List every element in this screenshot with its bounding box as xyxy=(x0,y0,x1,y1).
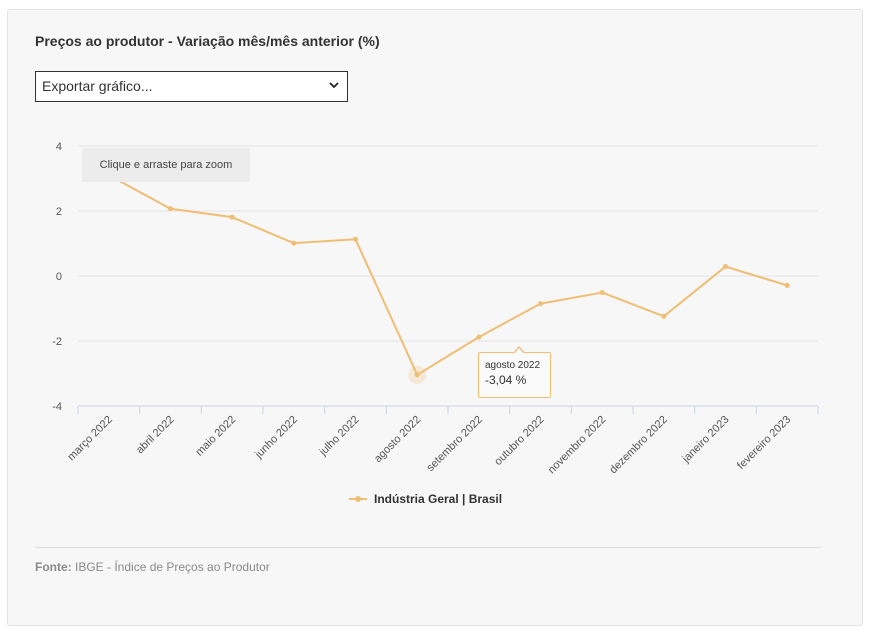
data-point xyxy=(414,372,420,378)
data-point xyxy=(353,236,358,242)
x-tick-label: agosto 2022 xyxy=(372,414,423,465)
x-tick-label: julho 2022 xyxy=(317,414,362,459)
data-point xyxy=(599,290,605,296)
chart-card xyxy=(7,9,863,626)
data-point xyxy=(168,206,173,212)
tooltip: agosto 2022 -3,04 % xyxy=(478,346,551,398)
legend-label: Indústria Geral | Brasil xyxy=(374,492,503,506)
y-tick-label: 4 xyxy=(56,141,62,153)
divider xyxy=(35,547,821,548)
zoom-hint: Clique e arraste para zoom xyxy=(82,148,250,182)
data-point xyxy=(291,240,297,246)
x-tick-label: outubro 2022 xyxy=(492,414,546,468)
legend-line-marker xyxy=(349,496,367,502)
y-tick-label: 0 xyxy=(56,271,62,283)
series-line xyxy=(108,174,788,376)
source-label: Fonte: xyxy=(35,560,72,574)
source-note: Fonte: IBGE - Índice de Preços ao Produt… xyxy=(35,560,270,574)
x-tick-label: novembro 2022 xyxy=(546,414,609,477)
y-tick-label: -4 xyxy=(52,401,62,413)
x-tick-label: dezembro 2022 xyxy=(607,414,670,477)
x-tick-label: maio 2022 xyxy=(193,414,238,459)
x-tick-label: fevereiro 2023 xyxy=(735,414,793,472)
data-point xyxy=(476,334,482,340)
x-tick-label: janeiro 2023 xyxy=(680,414,732,466)
export-select-value: Exportar gráfico... xyxy=(42,78,153,94)
y-tick-label: -2 xyxy=(52,336,62,348)
source-text: IBGE - Índice de Preços ao Produtor xyxy=(75,560,270,574)
export-select[interactable]: Exportar gráfico... xyxy=(35,71,348,102)
tooltip-label: agosto 2022 xyxy=(485,360,541,371)
data-point xyxy=(538,301,543,307)
x-tick-label: setembro 2022 xyxy=(425,414,485,474)
chevron-down-icon xyxy=(329,82,339,89)
x-tick-label: março 2022 xyxy=(65,414,115,464)
x-tick-label: junho 2022 xyxy=(252,414,300,462)
data-point xyxy=(723,264,728,270)
y-tick-label: 2 xyxy=(56,206,62,218)
data-point xyxy=(661,313,667,319)
data-point xyxy=(784,282,790,288)
data-point xyxy=(229,214,235,220)
x-tick-label: abril 2022 xyxy=(134,414,177,457)
chart-title: Preços ao produtor - Variação mês/mês an… xyxy=(35,33,380,49)
legend-item[interactable]: Indústria Geral | Brasil xyxy=(348,492,502,506)
tooltip-value: -3,04 % xyxy=(485,373,527,387)
